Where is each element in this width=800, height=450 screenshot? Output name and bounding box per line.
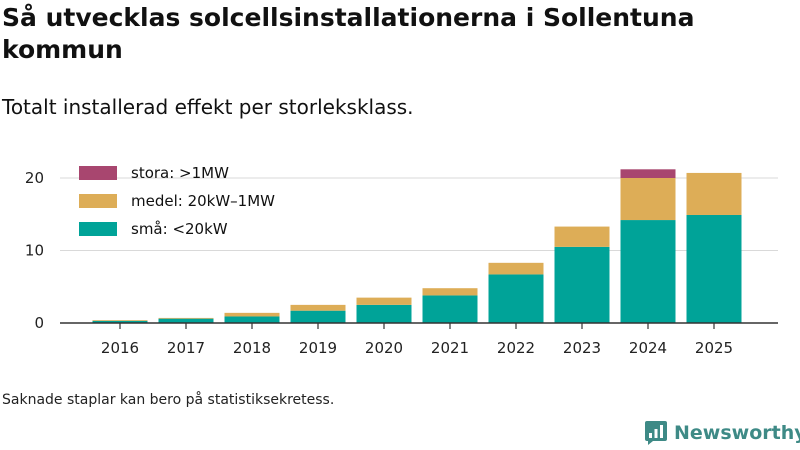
y-tick-label: 10 <box>25 242 44 260</box>
legend-swatch-large <box>79 166 117 180</box>
bar-small-2024 <box>620 220 676 323</box>
newsworthy-logo: Newsworthy <box>644 420 800 446</box>
legend-label-small: små: <20kW <box>131 220 228 238</box>
bar-small-2021 <box>422 295 478 323</box>
bar-small-2018 <box>224 316 280 323</box>
bar-medium-2023 <box>554 226 610 247</box>
x-tick-label: 2024 <box>629 339 667 357</box>
x-tick-label: 2022 <box>497 339 535 357</box>
x-tick-label: 2021 <box>431 339 469 357</box>
bar-small-2017 <box>158 318 214 323</box>
bar-medium-2024 <box>620 178 676 221</box>
bar-small-2025 <box>686 214 742 323</box>
y-tick-label: 20 <box>25 169 44 187</box>
bar-medium-2017 <box>158 317 214 319</box>
bar-medium-2022 <box>488 262 544 275</box>
bar-medium-2025 <box>686 172 742 215</box>
bar-medium-2021 <box>422 288 478 296</box>
x-tick-label: 2019 <box>299 339 337 357</box>
bar-small-2023 <box>554 246 610 323</box>
y-tick-label: 0 <box>34 314 44 332</box>
x-tick-label: 2025 <box>695 339 733 357</box>
x-tick-label: 2023 <box>563 339 601 357</box>
chart-title: Så utvecklas solcellsinstallationerna i … <box>2 3 695 64</box>
bar-small-2016 <box>92 320 148 323</box>
x-tick-label: 2016 <box>101 339 139 357</box>
legend-label-large: stora: >1MW <box>131 164 229 182</box>
bar-large-2024 <box>620 169 676 178</box>
brand-name: Newsworthy <box>674 422 800 444</box>
x-tick-label: 2018 <box>233 339 271 357</box>
bar-small-2019 <box>290 310 346 323</box>
x-tick-label: 2017 <box>167 339 205 357</box>
chart-subtitle: Totalt installerad effekt per storlekskl… <box>2 95 414 119</box>
footnote: Saknade staplar kan bero på statistiksek… <box>2 392 335 408</box>
stacked-bar-chart: 0 10 20 2016 2017 2018 2019 2020 2021 2022 2023 202… <box>25 164 778 357</box>
bar-medium-2016 <box>92 320 148 321</box>
bar-medium-2020 <box>356 297 412 305</box>
legend-swatch-medium <box>79 194 117 208</box>
bar-small-2022 <box>488 274 544 323</box>
bar-medium-2018 <box>224 312 280 317</box>
bar-small-2020 <box>356 304 412 323</box>
legend-label-medium: medel: 20kW–1MW <box>131 192 275 210</box>
legend-swatch-small <box>79 222 117 236</box>
bar-medium-2019 <box>290 304 346 311</box>
newsworthy-logo-icon <box>645 421 667 445</box>
x-tick-label: 2020 <box>365 339 403 357</box>
